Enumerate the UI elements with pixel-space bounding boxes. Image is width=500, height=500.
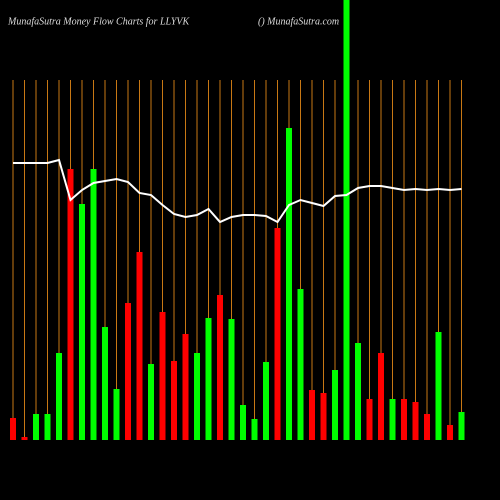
bar	[205, 318, 212, 440]
bar	[228, 319, 235, 440]
bar	[274, 228, 281, 440]
bar	[240, 405, 246, 440]
bar	[378, 353, 384, 440]
bar	[182, 334, 189, 440]
bar	[171, 361, 177, 440]
bar	[33, 414, 39, 440]
bar	[355, 343, 361, 440]
bar	[435, 332, 442, 440]
bar	[67, 169, 74, 440]
bar	[79, 204, 85, 440]
bar	[251, 419, 258, 440]
bar	[217, 295, 223, 440]
bar	[366, 399, 373, 440]
chart-subtitle: () MunafaSutra.com	[258, 16, 339, 27]
bar	[401, 399, 407, 440]
bar	[113, 389, 120, 440]
bar	[136, 252, 143, 440]
bar	[389, 399, 396, 440]
bar	[332, 370, 338, 440]
bar	[159, 312, 166, 440]
bar	[424, 414, 430, 440]
bar	[343, 0, 350, 440]
bar	[447, 425, 453, 440]
bar	[10, 418, 16, 440]
bar	[286, 128, 292, 440]
bar	[44, 414, 51, 440]
bar	[148, 364, 154, 440]
bar	[263, 362, 269, 440]
bar	[56, 353, 62, 440]
chart-title: MunafaSutra Money Flow Charts for LLYVK	[7, 16, 191, 27]
bar	[21, 437, 28, 440]
bar	[320, 393, 327, 440]
money-flow-line	[13, 158, 462, 224]
bar	[309, 390, 315, 440]
bar	[90, 169, 97, 440]
bar	[412, 402, 419, 440]
bar	[102, 327, 108, 440]
bar	[125, 303, 131, 440]
bar	[297, 289, 304, 440]
bar	[194, 353, 200, 440]
bar	[458, 412, 465, 440]
